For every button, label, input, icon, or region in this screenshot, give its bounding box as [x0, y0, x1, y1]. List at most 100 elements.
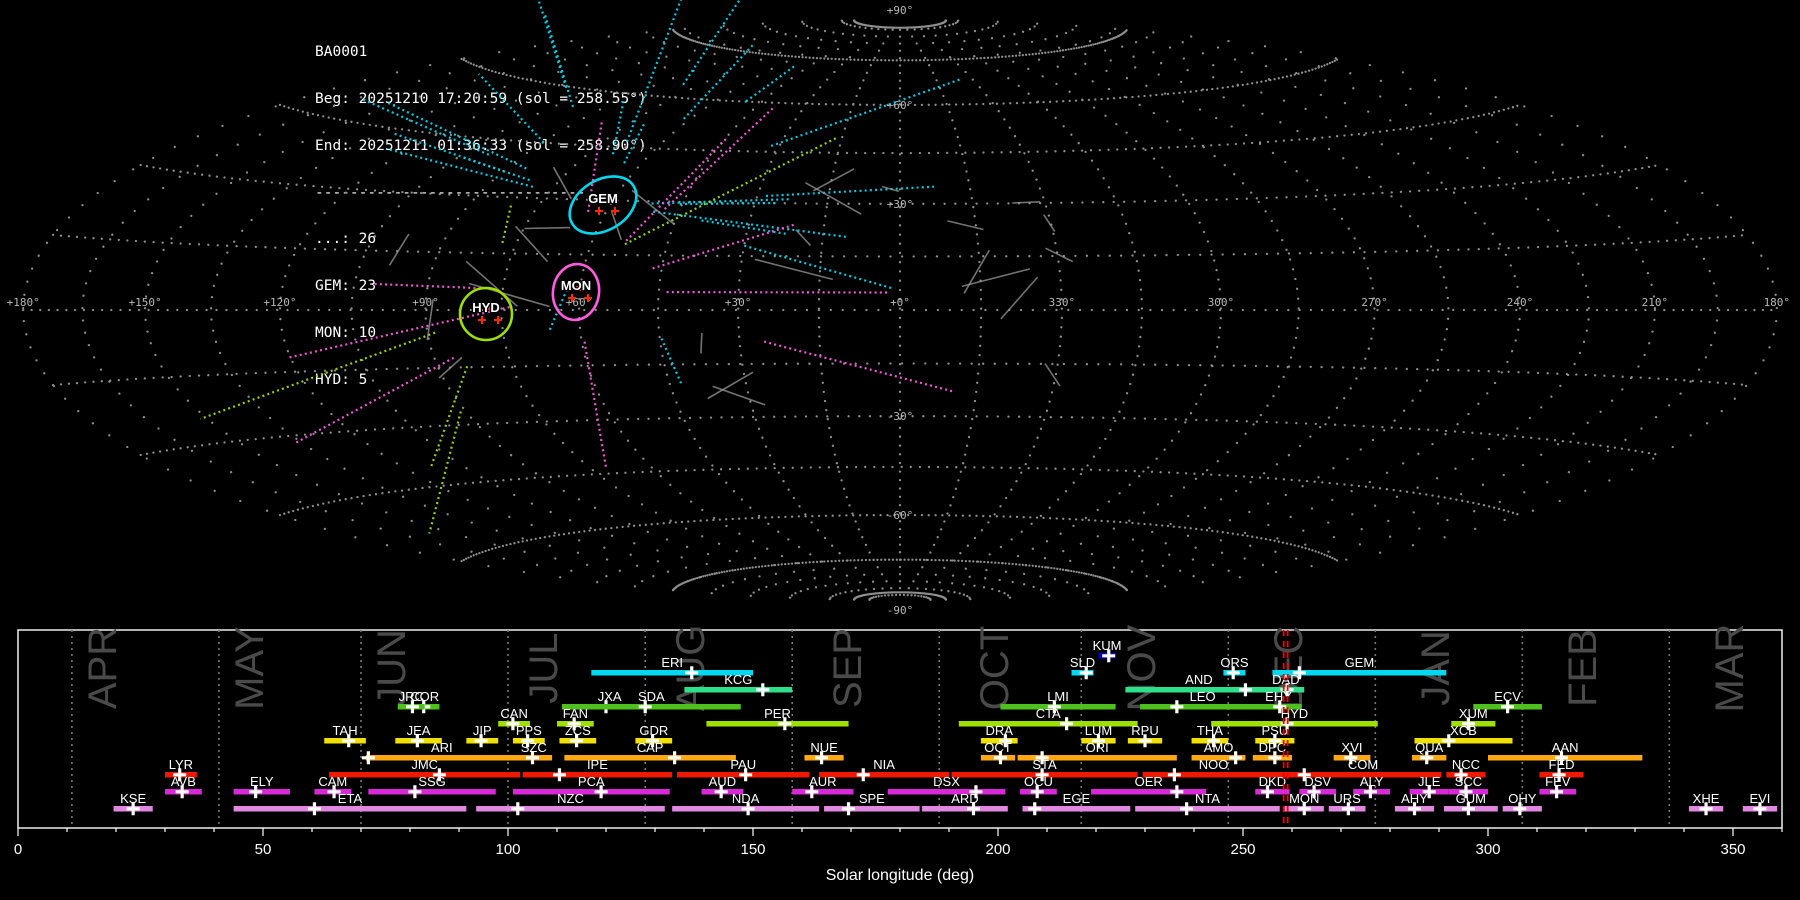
grid-dot: [961, 152, 964, 156]
grid-dot: [162, 248, 165, 252]
grid-dot: [386, 399, 389, 402]
grid-dot: [838, 103, 841, 106]
shower-bar-ipe[interactable]: [522, 772, 673, 778]
grid-dot: [505, 268, 509, 271]
grid-dot: [1133, 469, 1136, 473]
grid-dot: [22, 308, 25, 312]
shower-bar-oer[interactable]: [1091, 789, 1207, 795]
grid-dot: [922, 558, 926, 561]
shower-bar-ssg[interactable]: [368, 789, 496, 795]
grid-dot: [1715, 319, 1719, 322]
grid-dot: [853, 25, 856, 28]
sporadic-track: [961, 268, 1031, 288]
grid-dot: [1323, 64, 1326, 67]
peak-marker-oct: [993, 751, 1007, 765]
grid-dot: [1137, 345, 1141, 348]
shower-bar-ari[interactable]: [365, 755, 518, 761]
shower-bar-ege[interactable]: [1022, 806, 1131, 812]
shower-bar-per[interactable]: [706, 721, 849, 727]
grid-dot: [697, 576, 701, 579]
shower-bar-cap[interactable]: [564, 755, 736, 761]
grid-dot: [746, 391, 750, 394]
grid-dot: [548, 481, 551, 484]
grid-dot: [942, 559, 945, 562]
grid-dot: [486, 195, 489, 198]
grid-dot: [641, 470, 644, 474]
shower-bar-gem[interactable]: [1272, 670, 1447, 676]
grid-dot: [994, 561, 997, 564]
grid-dot: [1092, 43, 1095, 46]
shower-bar-nta[interactable]: [1135, 806, 1280, 812]
grid-dot: [1373, 307, 1376, 310]
grid-dot: [898, 503, 902, 507]
lon-label: 210°: [1642, 296, 1669, 309]
radiant-point: [611, 207, 619, 215]
grid-dot: [1254, 364, 1258, 368]
grid-dot: [680, 556, 683, 559]
grid-dot: [1556, 245, 1559, 248]
grid-dot: [1558, 499, 1561, 503]
radiant-ellipse-gem[interactable]: [559, 165, 647, 246]
grid-dot: [909, 151, 912, 155]
grid-dot: [900, 362, 904, 365]
shower-bar-dsx[interactable]: [887, 789, 1006, 795]
grid-dot: [948, 110, 951, 114]
radiant-ellipse-mon[interactable]: [549, 261, 602, 323]
grid-dot: [780, 84, 783, 88]
grid-dot: [89, 269, 92, 273]
grid-dot: [986, 202, 989, 205]
grid-dot: [75, 235, 79, 239]
shower-bar-ori[interactable]: [1017, 755, 1177, 761]
grid-dot: [1002, 35, 1006, 38]
grid-dot: [1304, 422, 1308, 425]
shower-bar-ard[interactable]: [922, 806, 1008, 812]
grid-dot: [816, 529, 820, 532]
grid-dot: [1064, 490, 1068, 493]
shower-bar-leo[interactable]: [1140, 704, 1266, 710]
grid-dot: [524, 252, 528, 255]
grid-dot: [281, 150, 284, 154]
shower-bar-kcg[interactable]: [684, 687, 793, 693]
shower-bar-aur[interactable]: [792, 789, 854, 795]
grid-dot: [462, 558, 465, 562]
grid-dot: [1028, 454, 1032, 457]
shower-bar-eri[interactable]: [591, 670, 753, 676]
shower-label-fev: FEV: [1545, 774, 1571, 789]
shower-bar-spe[interactable]: [824, 806, 920, 812]
shower-bar-amo[interactable]: [1191, 755, 1246, 761]
shower-bar-nia[interactable]: [819, 772, 949, 778]
shower-bar-jmc[interactable]: [329, 772, 521, 778]
grid-dot: [423, 504, 427, 507]
grid-dot: [470, 550, 473, 553]
grid-dot: [462, 58, 465, 62]
grid-dot: [301, 507, 304, 510]
grid-dot: [1102, 201, 1105, 204]
shower-bar-pca[interactable]: [512, 789, 670, 795]
shower-bar-xcb[interactable]: [1414, 738, 1513, 744]
grid-dot: [674, 521, 677, 524]
grid-dot: [927, 27, 930, 30]
grid-dot: [533, 45, 537, 48]
grid-dot: [1233, 173, 1236, 176]
shower-label-aly: ALY: [1360, 774, 1384, 789]
shower-bar-nzc[interactable]: [476, 806, 665, 812]
grid-dot: [593, 383, 596, 387]
shower-bar-com[interactable]: [1284, 772, 1442, 778]
grid-dot: [694, 577, 697, 580]
grid-dot: [1641, 260, 1645, 263]
shower-bar-noo[interactable]: [1142, 772, 1285, 778]
grid-dot: [1287, 308, 1290, 312]
grid-dot: [1084, 52, 1087, 56]
shower-bar-hyd[interactable]: [1211, 721, 1378, 727]
meteor-track: [625, 0, 682, 143]
shower-bar-cta[interactable]: [958, 721, 1138, 727]
shower-bar-and[interactable]: [1125, 687, 1273, 693]
grid-dot: [1202, 230, 1206, 234]
grid-dot: [1327, 416, 1331, 419]
shower-bar-eta[interactable]: [233, 806, 467, 812]
grid-dot: [491, 69, 494, 73]
radiant-ellipse-hyd[interactable]: [458, 286, 514, 342]
grid-dot: [865, 71, 869, 74]
grid-dot: [1218, 308, 1222, 312]
grid-dot: [1425, 124, 1428, 127]
